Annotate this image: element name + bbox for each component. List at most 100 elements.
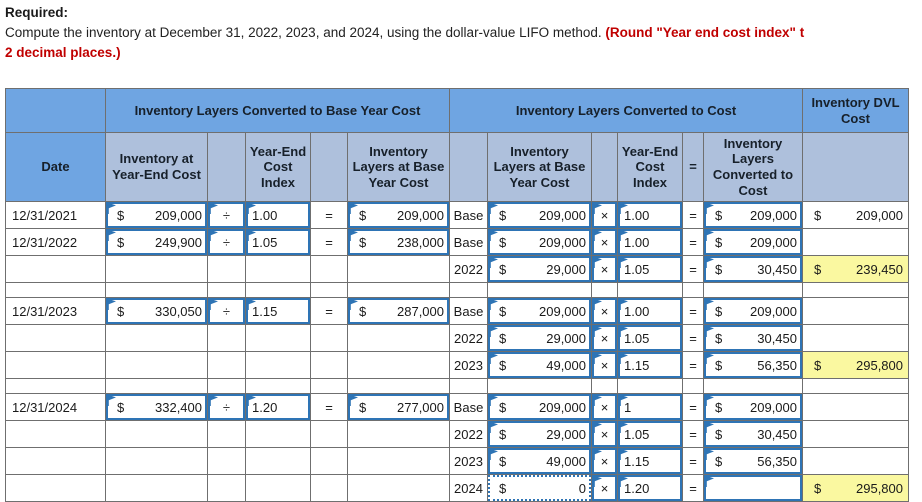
cell-value: 209,000 — [750, 207, 797, 223]
multiply-op-input[interactable]: × — [591, 255, 618, 283]
layer-base-amount-input[interactable]: $209,000 — [487, 201, 592, 229]
empty-cell — [245, 378, 311, 394]
multiply-op-input[interactable]: × — [591, 447, 618, 475]
layer-base-amount-input[interactable]: $29,000 — [487, 420, 592, 448]
multiply-op-input[interactable]: × — [591, 297, 618, 325]
layer-cost-index-input[interactable]: 1.00 — [617, 297, 683, 325]
empty-cell — [207, 474, 246, 502]
layer-base-amount-input[interactable]: $209,000 — [487, 228, 592, 256]
layer-base-amount-input[interactable]: $49,000 — [487, 447, 592, 475]
layer-base-amount-input[interactable]: $209,000 — [487, 297, 592, 325]
equals-sign: = — [682, 393, 704, 421]
currency-symbol: $ — [814, 261, 822, 277]
currency-symbol: $ — [715, 426, 723, 442]
cost-index-input[interactable]: 1.00 — [245, 201, 311, 229]
equals-sign: = — [682, 474, 704, 502]
currency-symbol: $ — [499, 453, 507, 469]
layer-cost-result-input[interactable]: $209,000 — [703, 228, 803, 256]
base-year-cost-result-input[interactable]: $277,000 — [347, 393, 450, 421]
divide-op-input[interactable]: ÷ — [207, 297, 246, 325]
inv-layers-base-header-right: Inventory Layers at Base Year Cost — [487, 132, 592, 202]
empty-cell — [105, 378, 208, 394]
operator-symbol: × — [600, 480, 609, 496]
empty-cell — [207, 420, 246, 448]
right-group-header: Inventory Layers Converted to Cost — [449, 88, 803, 133]
layer-cost-result-input[interactable]: $209,000 — [703, 297, 803, 325]
empty-cell — [682, 378, 704, 394]
layer-base-amount-input[interactable]: $29,000 — [487, 255, 592, 283]
base-year-cost-result-input[interactable]: $238,000 — [347, 228, 450, 256]
empty-cell — [703, 378, 803, 394]
ye-cost-input[interactable]: $332,400 — [105, 393, 208, 421]
equals-sign: = — [682, 201, 704, 229]
layer-cost-index-input[interactable]: 1.15 — [617, 447, 683, 475]
empty-cell — [347, 324, 450, 352]
layer-base-amount-input[interactable]: $29,000 — [487, 324, 592, 352]
cell-value: 49,000 — [546, 357, 586, 373]
ye-cost-input[interactable]: $209,000 — [105, 201, 208, 229]
layer-cost-result-input[interactable]: $209,000 — [703, 393, 803, 421]
divide-op-input[interactable]: ÷ — [207, 393, 246, 421]
layer-cost-result-input[interactable]: $30,450 — [703, 324, 803, 352]
cost-index-input[interactable]: 1.15 — [245, 297, 311, 325]
currency-symbol: $ — [499, 303, 507, 319]
layer-cost-index-input[interactable]: 1 — [617, 393, 683, 421]
dvl-cost-cell: $209,000 — [802, 201, 909, 229]
layer-cost-result-input[interactable] — [703, 474, 803, 502]
empty-cell — [5, 351, 106, 379]
cell-value: 209,000 — [750, 303, 797, 319]
layer-cost-result-input[interactable]: $30,450 — [703, 255, 803, 283]
layer-cost-index-input[interactable]: 1.05 — [617, 324, 683, 352]
multiply-op-input[interactable]: × — [591, 324, 618, 352]
layer-cost-index-input[interactable]: 1.00 — [617, 228, 683, 256]
entry-flag-icon — [209, 299, 218, 310]
layer-cost-index-input[interactable]: 1.05 — [617, 255, 683, 283]
entry-flag-icon — [209, 395, 218, 406]
layer-cost-index-input[interactable]: 1.00 — [617, 201, 683, 229]
cost-index-input[interactable]: 1.20 — [245, 393, 311, 421]
layer-base-amount-input[interactable]: $209,000 — [487, 393, 592, 421]
layer-base-amount-input[interactable]: $49,000 — [487, 351, 592, 379]
layer-cost-index-input[interactable]: 1.20 — [617, 474, 683, 502]
empty-cell — [5, 378, 106, 394]
cell-value: 1.15 — [624, 453, 650, 469]
dvl-cost-cell — [802, 420, 909, 448]
currency-symbol: $ — [715, 234, 723, 250]
currency-symbol: $ — [117, 207, 125, 223]
dvl-cost-cell: $239,450 — [802, 255, 909, 283]
base-year-cost-result-input[interactable]: $209,000 — [347, 201, 450, 229]
layer-cost-index-input[interactable]: 1.15 — [617, 351, 683, 379]
layer-year-label: 2023 — [449, 351, 488, 379]
equals-sign: = — [310, 201, 348, 229]
currency-symbol: $ — [359, 207, 367, 223]
empty-cell — [310, 255, 348, 283]
currency-symbol: $ — [499, 330, 507, 346]
cell-value: 332,400 — [155, 399, 202, 415]
divide-op-input[interactable]: ÷ — [207, 228, 246, 256]
multiply-op-input[interactable]: × — [591, 393, 618, 421]
cell-value: 209,000 — [155, 207, 202, 223]
ye-cost-input[interactable]: $330,050 — [105, 297, 208, 325]
multiply-op-input[interactable]: × — [591, 228, 618, 256]
multiply-op-input[interactable]: × — [591, 201, 618, 229]
multiply-op-input[interactable]: × — [591, 420, 618, 448]
multiply-op-input[interactable]: × — [591, 351, 618, 379]
dvl-cost-cell: $295,800 — [802, 474, 909, 502]
ye-cost-input[interactable]: $249,900 — [105, 228, 208, 256]
divide-op-input[interactable]: ÷ — [207, 201, 246, 229]
layer-cost-result-input[interactable]: $56,350 — [703, 447, 803, 475]
date-cell: 12/31/2021 — [5, 201, 106, 229]
layer-cost-result-input[interactable]: $30,450 — [703, 420, 803, 448]
base-year-cost-result-input[interactable]: $287,000 — [347, 297, 450, 325]
empty-cell — [347, 351, 450, 379]
layer-cost-result-input[interactable]: $209,000 — [703, 201, 803, 229]
equals-column-header-right: = — [682, 132, 704, 202]
empty-cell — [310, 378, 348, 394]
cell-value: 295,800 — [856, 480, 903, 496]
layer-cost-result-input[interactable]: $56,350 — [703, 351, 803, 379]
cost-index-input[interactable]: 1.05 — [245, 228, 311, 256]
multiply-op-input[interactable]: × — [591, 474, 618, 502]
currency-symbol: $ — [117, 399, 125, 415]
layer-cost-index-input[interactable]: 1.05 — [617, 420, 683, 448]
layer-base-amount-input-active[interactable]: $0 — [487, 474, 592, 502]
